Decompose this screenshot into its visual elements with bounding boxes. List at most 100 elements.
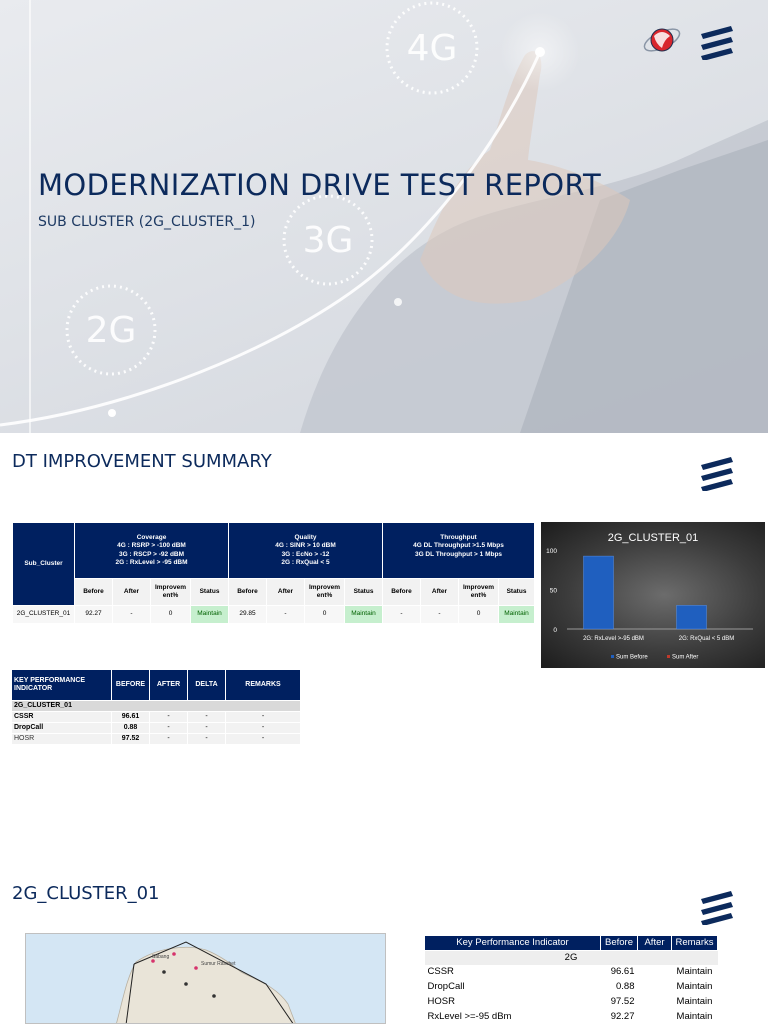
table-row: CSSR 96.61 - - - xyxy=(11,711,301,723)
kpi-remarks: Maintain xyxy=(671,994,718,1010)
throughput-header: Throughput 4G DL Throughput >1.5 Mbps 3G… xyxy=(382,522,535,579)
cell: 29.85 xyxy=(228,605,267,624)
cluster-map[interactable]: Sabang Sumur Raschet xyxy=(25,933,386,1024)
legend-entry: Sum Before xyxy=(616,655,648,661)
cell: - xyxy=(382,605,421,624)
kpi-group-label: 2G xyxy=(424,950,718,965)
delta-header: DELTA xyxy=(187,669,226,701)
cell: - xyxy=(266,605,305,624)
kpi-name: DropCall xyxy=(11,722,112,734)
cell: 0 xyxy=(458,605,499,624)
table-row: HOSR 97.52 Maintain xyxy=(424,994,718,1010)
ericsson-logo-icon xyxy=(701,26,733,60)
kpi-before: 0.88 xyxy=(600,979,638,995)
cell: 0 xyxy=(304,605,345,624)
kpi-before: 0.88 xyxy=(111,722,150,734)
kpi-header: Key Performance Indicator xyxy=(424,935,601,951)
table-row: DropCall 0.88 - - - xyxy=(11,722,301,734)
col-before: Before xyxy=(74,578,113,606)
kpi-after: - xyxy=(149,733,188,745)
col-status: Status xyxy=(190,578,229,606)
col-status: Status xyxy=(344,578,383,606)
kpi-name: DropCall xyxy=(424,979,601,995)
kpi-name: RxLevel >=-95 dBm xyxy=(424,1009,601,1024)
cell: - xyxy=(420,605,459,624)
badge-2g: 2G xyxy=(85,310,137,351)
dt-summary-table: Sub_Cluster Coverage 4G : RSRP > -100 dB… xyxy=(12,522,535,624)
table-row: DropCall 0.88 Maintain xyxy=(424,979,718,995)
table-row: RxLevel >=-95 dBm 92.27 Maintain xyxy=(424,1009,718,1024)
map-label: Sabang xyxy=(152,954,170,960)
telkomsel-globe-icon xyxy=(643,28,681,52)
cover-slide: 4G 3G 2G MODERNIZATION DRIVE TEST REPORT… xyxy=(0,0,768,433)
y-tick-label: 0 xyxy=(553,627,557,634)
map-canvas xyxy=(116,941,296,1023)
cell: 92.27 xyxy=(74,605,113,624)
before-header: BEFORE xyxy=(111,669,150,701)
kpi-name: HOSR xyxy=(424,994,601,1010)
cover-background-art xyxy=(0,0,768,433)
kpi-remarks: - xyxy=(225,733,301,745)
legend-swatch xyxy=(667,655,670,658)
status-badge: Maintain xyxy=(498,605,535,624)
bar-sum-before xyxy=(583,555,614,630)
badge-4g: 4G xyxy=(406,28,458,69)
report-title: MODERNIZATION DRIVE TEST REPORT xyxy=(38,168,602,202)
legend-swatch xyxy=(611,655,614,658)
kpi-before: 92.27 xyxy=(600,1009,638,1024)
ericsson-logo-icon xyxy=(701,891,733,925)
kpi-after xyxy=(637,965,672,980)
x-tick-label: 2G: RxLevel >-95 dBM xyxy=(583,636,644,642)
row-name: 2G_CLUSTER_01 xyxy=(12,605,75,624)
kpi-after xyxy=(637,994,672,1010)
remarks-header: Remarks xyxy=(671,935,718,951)
kpi-before: 97.52 xyxy=(600,994,638,1010)
before-header: Before xyxy=(600,935,638,951)
cell: - xyxy=(112,605,151,624)
col-before: Before xyxy=(382,578,421,606)
kpi-name: CSSR xyxy=(424,965,601,980)
x-tick-label: 2G: RxQual < 5 dBM xyxy=(679,636,735,642)
remarks-header: REMARKS xyxy=(225,669,301,701)
cluster-title: 2G_CLUSTER_01 xyxy=(12,883,160,904)
kpi-before: 96.61 xyxy=(111,711,150,723)
after-header: AFTER xyxy=(149,669,188,701)
cluster-bar-chart: 2G_CLUSTER_01 0 50 100 2G: RxLevel >-95 dBM… xyxy=(541,522,765,668)
coverage-header: Coverage 4G : RSRP > -100 dBM 3G : RSCP … xyxy=(74,522,229,579)
kpi-after xyxy=(637,979,672,995)
col-after: After xyxy=(112,578,151,606)
kpi-delta: - xyxy=(187,711,226,723)
cluster-kpi-table: Key Performance Indicator Before After R… xyxy=(424,935,718,1024)
ericsson-logo-icon xyxy=(701,457,733,491)
kpi-remarks: Maintain xyxy=(671,965,718,980)
map-label: Sumur Raschet xyxy=(201,961,236,967)
y-tick-label: 50 xyxy=(550,588,558,595)
table-row: CSSR 96.61 Maintain xyxy=(424,965,718,980)
kpi-after: - xyxy=(149,711,188,723)
kpi-name: HOSR xyxy=(11,733,112,745)
after-header: After xyxy=(637,935,672,951)
kpi-remarks: - xyxy=(225,711,301,723)
kpi-remarks: Maintain xyxy=(671,979,718,995)
quality-header: Quality 4G : SINR > 10 dBM 3G : EcNo > -… xyxy=(228,522,383,579)
chart-title: 2G_CLUSTER_01 xyxy=(608,532,699,544)
chart-canvas: 2G_CLUSTER_01 0 50 100 2G: RxLevel >-95 dBM… xyxy=(546,532,753,661)
report-subtitle: SUB CLUSTER (2G_CLUSTER_1) xyxy=(38,214,256,230)
col-improvement: Improvem ent% xyxy=(304,578,345,606)
badge-3g: 3G xyxy=(302,220,354,261)
col-after: After xyxy=(420,578,459,606)
col-after: After xyxy=(266,578,305,606)
cell: 0 xyxy=(150,605,191,624)
y-tick-label: 100 xyxy=(546,548,557,555)
col-improvement: Improvem ent% xyxy=(150,578,191,606)
kpi-remarks: - xyxy=(225,722,301,734)
legend-entry: Sum After xyxy=(672,655,698,661)
kpi-remarks: Maintain xyxy=(671,1009,718,1024)
bar-sum-before xyxy=(676,605,707,630)
kpi-group-label: 2G_CLUSTER_01 xyxy=(11,700,301,712)
table-row: 2G_CLUSTER_01 92.27 - 0 Maintain 29.85 -… xyxy=(12,605,535,624)
kpi-name: CSSR xyxy=(11,711,112,723)
status-badge: Maintain xyxy=(190,605,229,624)
table-row: HOSR 97.52 - - - xyxy=(11,733,301,745)
summary-title: DT IMPROVEMENT SUMMARY xyxy=(12,451,272,472)
